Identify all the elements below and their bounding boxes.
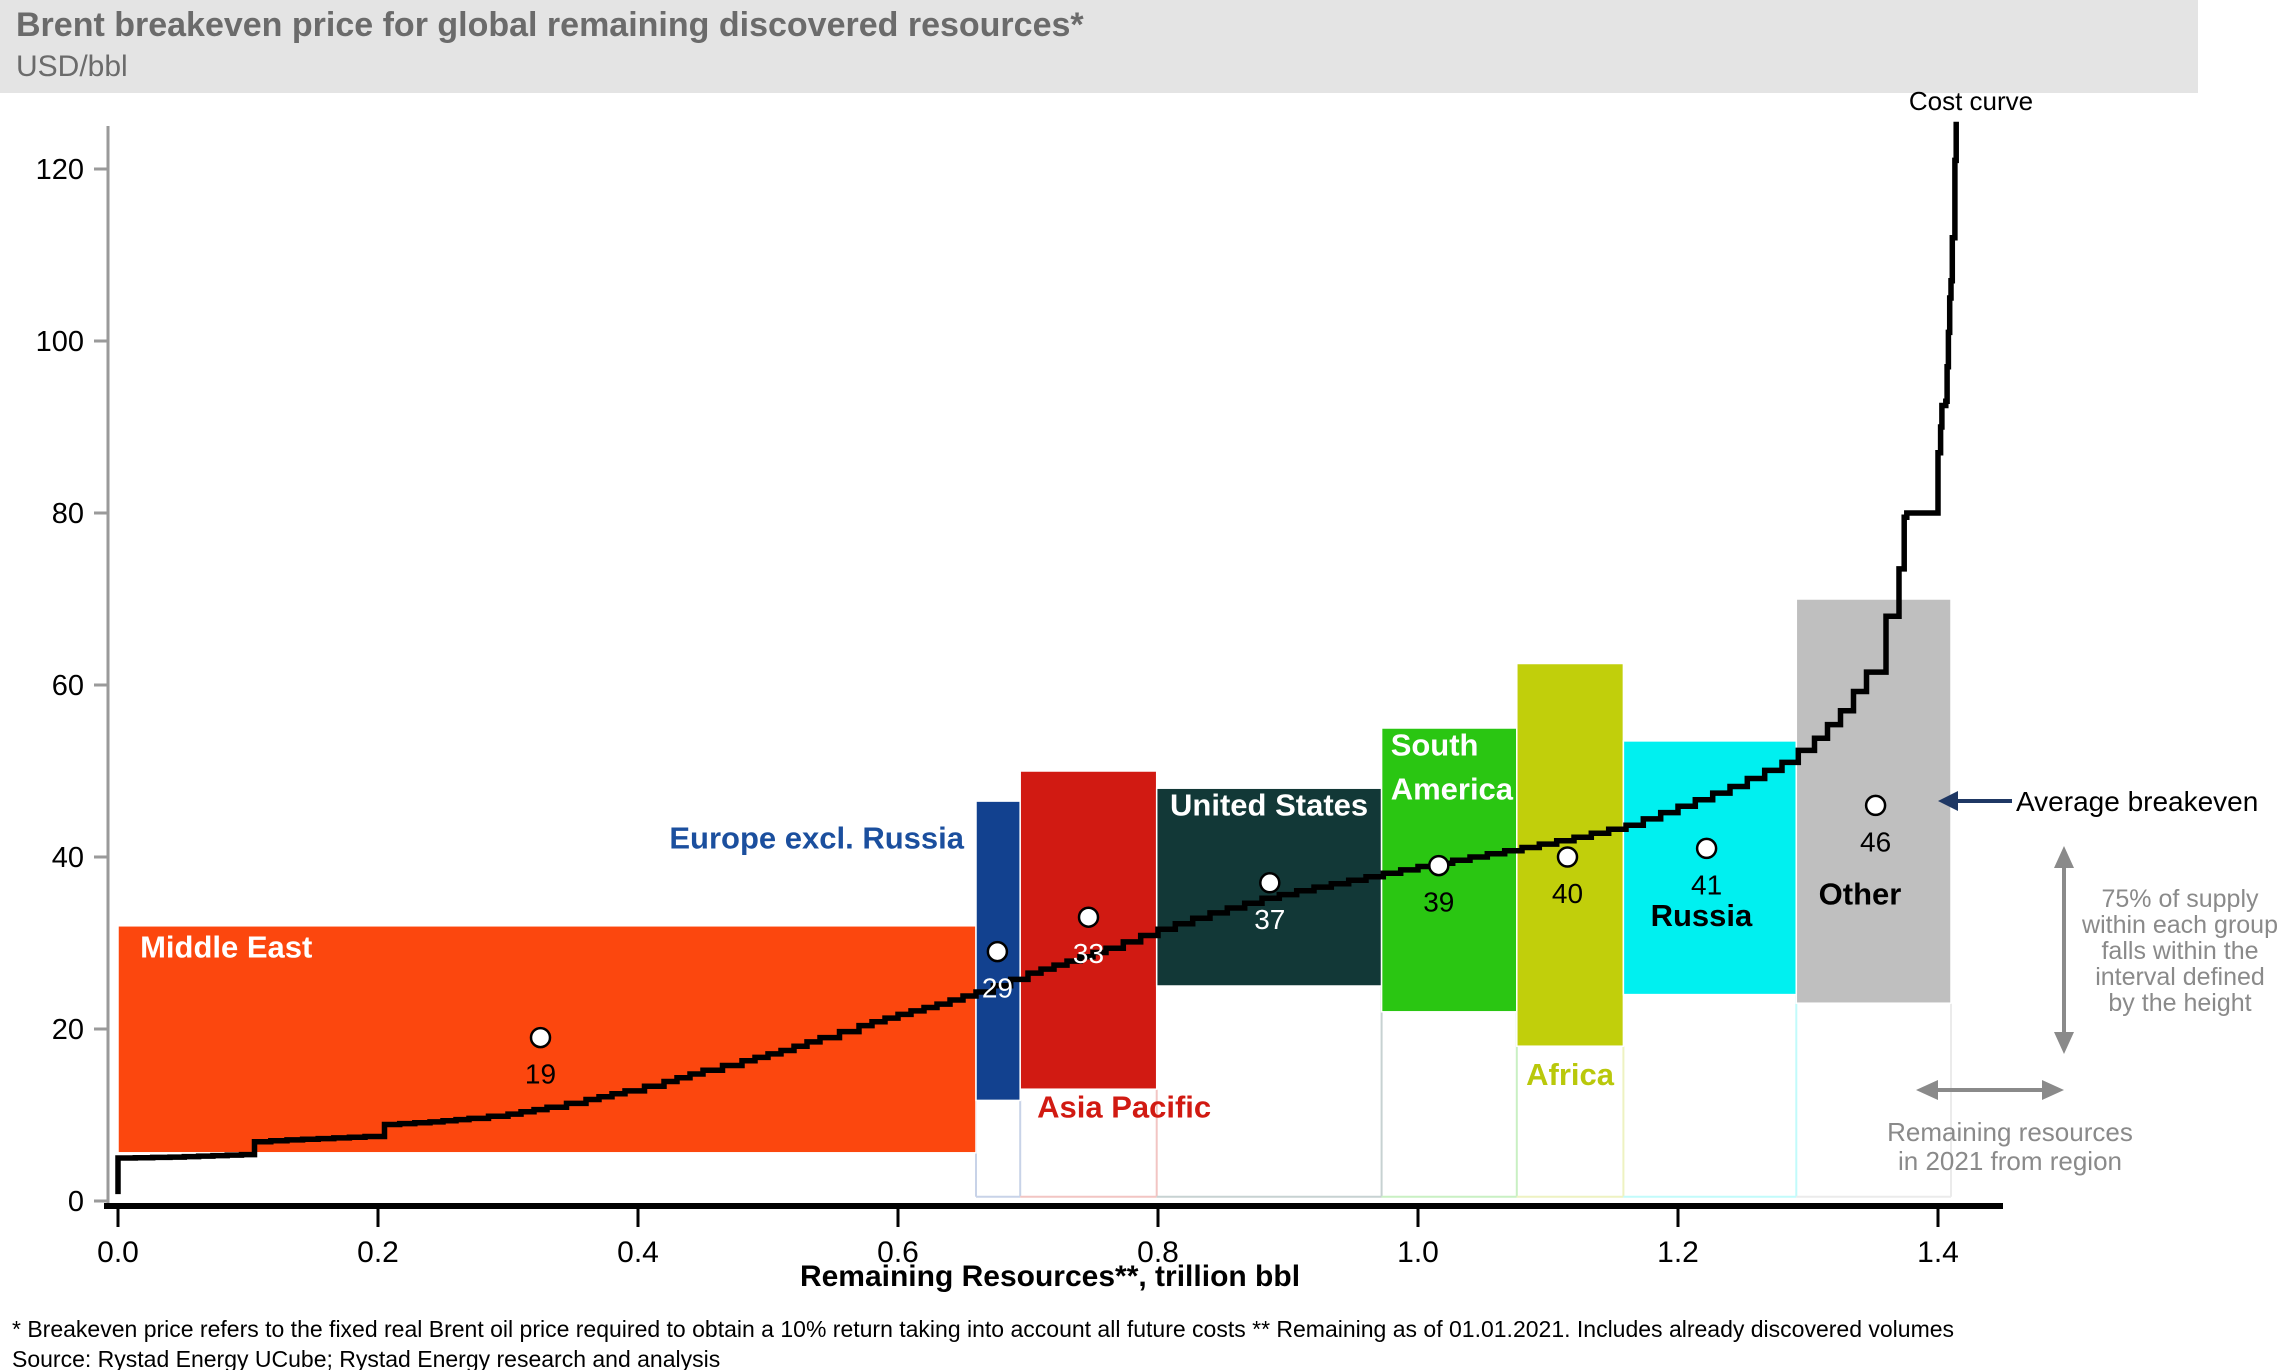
- x-tick-label: 0.0: [97, 1236, 139, 1269]
- average-breakeven-value: 37: [1254, 904, 1285, 935]
- title-bar: Brent breakeven price for global remaini…: [0, 0, 2198, 93]
- y-tick-label: 0: [68, 1186, 84, 1218]
- average-breakeven-dot: [529, 1026, 552, 1049]
- average-breakeven-markers: 19 29 33 37 39 40 41 46: [525, 794, 1891, 1090]
- supply-note-line: interval defined: [2095, 963, 2265, 991]
- region-stems: [975, 986, 1952, 1198]
- region-label-other: Other: [1819, 876, 1902, 911]
- remaining-note-line: in 2021 from region: [1897, 1146, 2123, 1176]
- region-label-south-america: America: [1391, 772, 1514, 807]
- x-tick-label: 0.6: [877, 1236, 919, 1269]
- arrow-left-icon: [1938, 791, 1958, 811]
- y-tick-label: 20: [52, 1014, 84, 1046]
- y-tick-label: 100: [36, 326, 84, 358]
- average-breakeven-value: 39: [1423, 887, 1454, 918]
- average-breakeven-value: 46: [1860, 826, 1891, 857]
- average-breakeven-dot: [1864, 794, 1887, 817]
- cost-curve-label: Cost curve: [1908, 86, 2034, 116]
- average-breakeven-value: 41: [1691, 869, 1722, 900]
- page-subtitle: USD/bbl: [16, 50, 128, 83]
- remaining-note-line: Remaining resources: [1887, 1117, 2133, 1147]
- y-tick-label: 120: [36, 154, 84, 186]
- average-breakeven-dot: [1556, 846, 1579, 868]
- region-label-middle-east: Middle East: [140, 930, 312, 965]
- average-breakeven-dot: [1077, 906, 1100, 928]
- x-tick-label: 0.4: [617, 1236, 659, 1269]
- x-tick-label: 1.0: [1397, 1236, 1439, 1269]
- remaining-resources-note: Remaining resources in 2021 from region: [1870, 1118, 2150, 1176]
- cost-curve-line: [115, 121, 1959, 1195]
- axes: 0 20 40 60 80 100 120 0.0 0.2 0.4 0.6 0.8 1.0 1.2 1.4: [36, 126, 2003, 1269]
- supply-note-line: within each group: [2082, 911, 2278, 939]
- arrow-horizontal-double-icon: [2042, 1080, 2064, 1100]
- average-breakeven-dot: [1428, 854, 1450, 877]
- average-breakeven-dot: [986, 940, 1009, 963]
- arrow-vertical-double-icon: [2054, 846, 2074, 868]
- y-tick-label: 40: [52, 842, 84, 874]
- average-breakeven-dot: [1259, 872, 1281, 894]
- cost-curve-path: [115, 121, 1959, 1195]
- y-tick-label: 60: [52, 670, 84, 702]
- average-breakeven-label: Average breakeven: [2016, 786, 2259, 817]
- region-labels: Middle East Europe excl. Russia Asia Pacif…: [140, 728, 1901, 1125]
- region-label-south-america: South: [1391, 728, 1479, 763]
- footnote: * Breakeven price refers to the fixed re…: [12, 1316, 1955, 1342]
- average-breakeven-value: 29: [982, 973, 1013, 1004]
- x-axis-title: Remaining Resources**, trillion bbl: [799, 1260, 1301, 1293]
- average-breakeven-value: 33: [1073, 938, 1104, 969]
- region-label-united-states: United States: [1170, 788, 1368, 823]
- annotation-arrows: [1916, 791, 2074, 1100]
- supply-note-line: 75% of supply: [2101, 885, 2259, 913]
- x-tick-label: 0.2: [357, 1236, 399, 1269]
- supply-interval-note: 75% of supply within each group falls wi…: [2080, 886, 2280, 1016]
- arrow-horizontal-double-icon: [1916, 1080, 1938, 1100]
- region-label-russia: Russia: [1651, 898, 1753, 933]
- y-tick-label: 80: [52, 498, 84, 530]
- region-label-africa: Africa: [1526, 1057, 1615, 1092]
- average-breakeven-value: 19: [525, 1059, 556, 1090]
- region-box-asia-pacific: [1019, 770, 1158, 1090]
- supply-note-line: by the height: [2108, 989, 2252, 1017]
- supply-note-line: falls within the: [2101, 937, 2259, 965]
- average-breakeven-value: 40: [1552, 878, 1583, 909]
- source-note: Source: Rystad Energy UCube; Rystad Ener…: [12, 1346, 721, 1370]
- region-box-russia: [1622, 740, 1798, 996]
- arrow-vertical-double-icon: [2054, 1032, 2074, 1054]
- region-label-europe-excl-russia: Europe excl. Russia: [669, 820, 964, 855]
- x-tick-label: 0.8: [1137, 1236, 1179, 1269]
- region-boxes: [117, 598, 1952, 1154]
- average-breakeven-dot: [1695, 837, 1718, 860]
- region-label-asia-pacific: Asia Pacific: [1037, 1090, 1211, 1125]
- x-tick-label: 1.4: [1917, 1236, 1959, 1269]
- page-title: Brent breakeven price for global remaini…: [16, 6, 1084, 44]
- x-tick-label: 1.2: [1657, 1236, 1699, 1269]
